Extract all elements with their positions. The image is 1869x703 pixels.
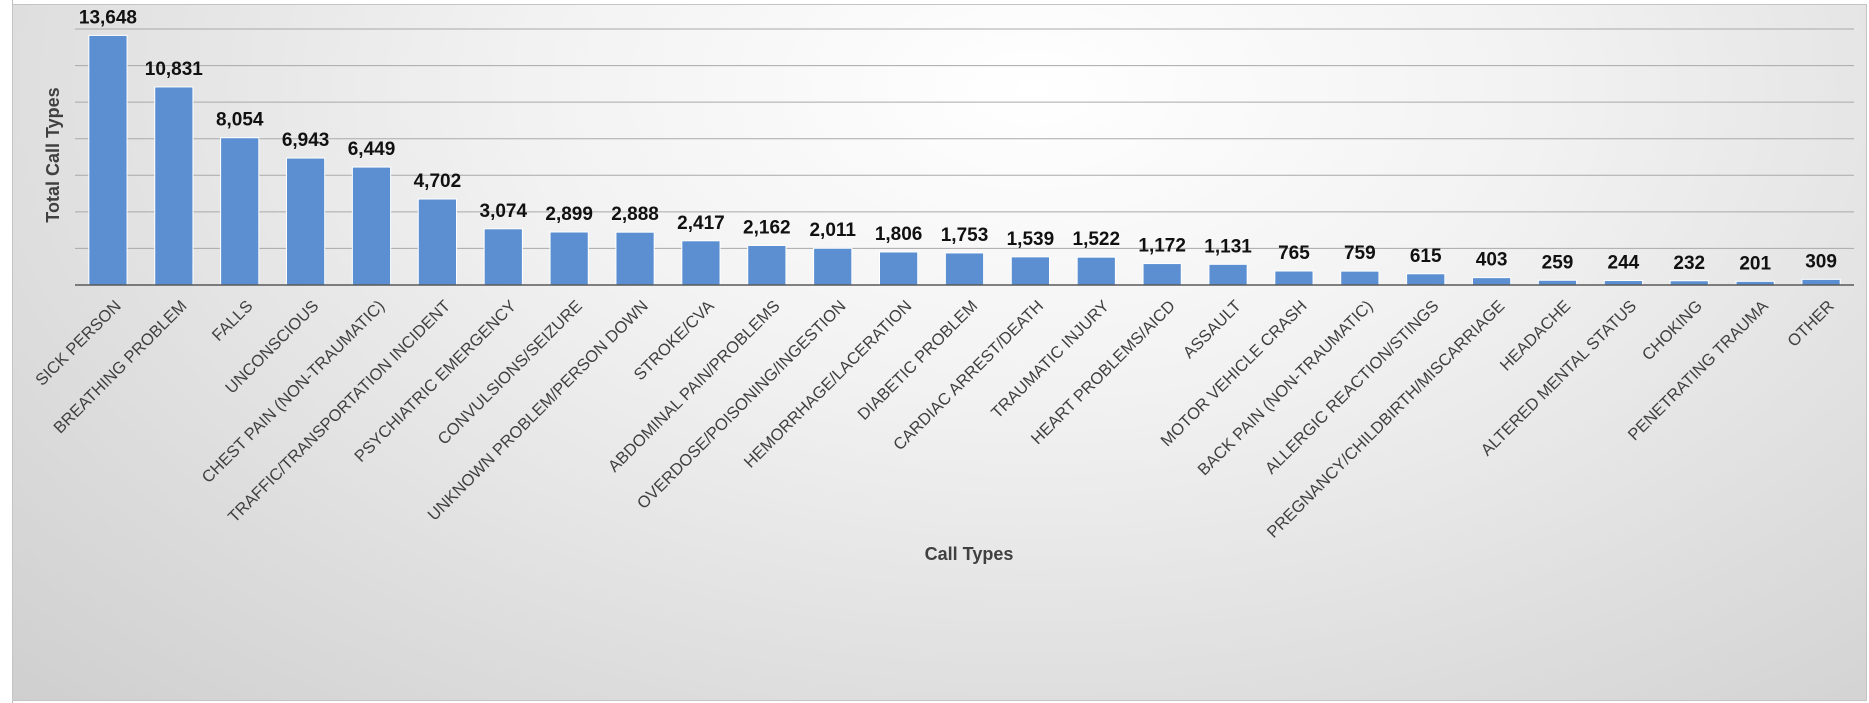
bar [879,251,919,286]
gridlines [75,28,1854,249]
data-label: 6,943 [282,130,330,151]
x-axis-title: Call Types [925,544,1014,564]
data-label: 1,539 [1007,229,1055,250]
bar [615,231,655,286]
bar [351,166,392,286]
bar [1340,270,1380,286]
bar [681,240,721,286]
category-label: TRAFFIC/TRANSPORTATION INCIDENT [225,297,454,526]
category-label: HEART PROBLEMS/AICD [1028,297,1179,448]
data-label: 1,172 [1138,236,1186,257]
category-label: OTHER [1784,297,1838,351]
data-label: 2,417 [677,213,725,234]
data-label: 3,074 [480,201,528,222]
bar [1274,270,1314,286]
bar [1076,256,1116,286]
data-label: 403 [1476,250,1508,271]
category-label: ASSAULT [1180,297,1245,362]
bar [220,137,260,286]
bar [1406,273,1446,286]
bar [286,157,326,286]
data-label: 1,806 [875,224,923,245]
data-labels: 13,648 10,831 8,054 6,943 6,449 4,702 3,074 2,8… [79,7,1837,274]
bar [483,228,523,286]
category-label: TRAUMATIC INJURY [988,297,1113,422]
data-label: 615 [1410,246,1442,267]
bar [747,244,787,286]
data-label: 309 [1805,251,1837,272]
bar [417,198,457,286]
bar [88,34,128,286]
category-label: PREGNANCY/CHILDBIRTH/MISCARRIAGE [1264,297,1509,542]
data-label: 1,522 [1073,229,1121,250]
bar-chart: 13,648 10,831 8,054 6,943 6,449 4,702 3,074 2,8… [32,7,1854,564]
data-label: 4,702 [414,171,462,192]
data-label: 1,753 [941,225,989,246]
y-axis-title: Total Call Types [43,87,63,222]
data-label: 2,899 [545,204,593,225]
category-label: BREATHING PROBLEM [50,297,190,437]
data-label: 10,831 [145,59,204,80]
category-label: CHOKING [1639,297,1706,364]
data-label: 8,054 [216,110,264,131]
bar [1142,263,1182,286]
data-label: 1,131 [1204,236,1252,257]
data-label: 6,449 [348,139,396,160]
bars [88,34,1841,286]
bar [1472,277,1512,286]
data-label: 232 [1673,253,1705,274]
chart-area: 13,648 10,831 8,054 6,943 6,449 4,702 3,074 2,8… [12,4,1867,701]
category-label: PENETRATING TRAUMA [1625,297,1772,444]
bar [944,252,985,286]
bar [813,247,853,286]
data-label: 2,162 [743,217,791,238]
data-label: 13,648 [79,7,137,28]
bar [549,231,589,286]
data-label: 2,888 [611,204,659,225]
data-label: 759 [1344,243,1376,264]
bar [154,86,194,286]
bar [1801,278,1841,286]
data-label: 244 [1608,253,1640,274]
data-label: 259 [1542,252,1574,273]
category-label: DIABETIC PROBLEM [854,297,981,424]
data-label: 765 [1278,243,1310,264]
bar [1010,256,1050,286]
bar [1208,263,1248,286]
data-label: 2,011 [809,220,856,241]
data-label: 201 [1739,253,1771,274]
category-label: FALLS [209,297,257,345]
